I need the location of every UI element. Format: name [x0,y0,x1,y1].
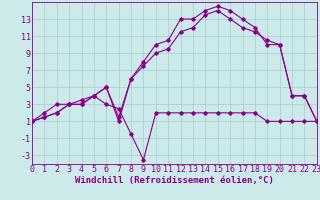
X-axis label: Windchill (Refroidissement éolien,°C): Windchill (Refroidissement éolien,°C) [75,176,274,185]
